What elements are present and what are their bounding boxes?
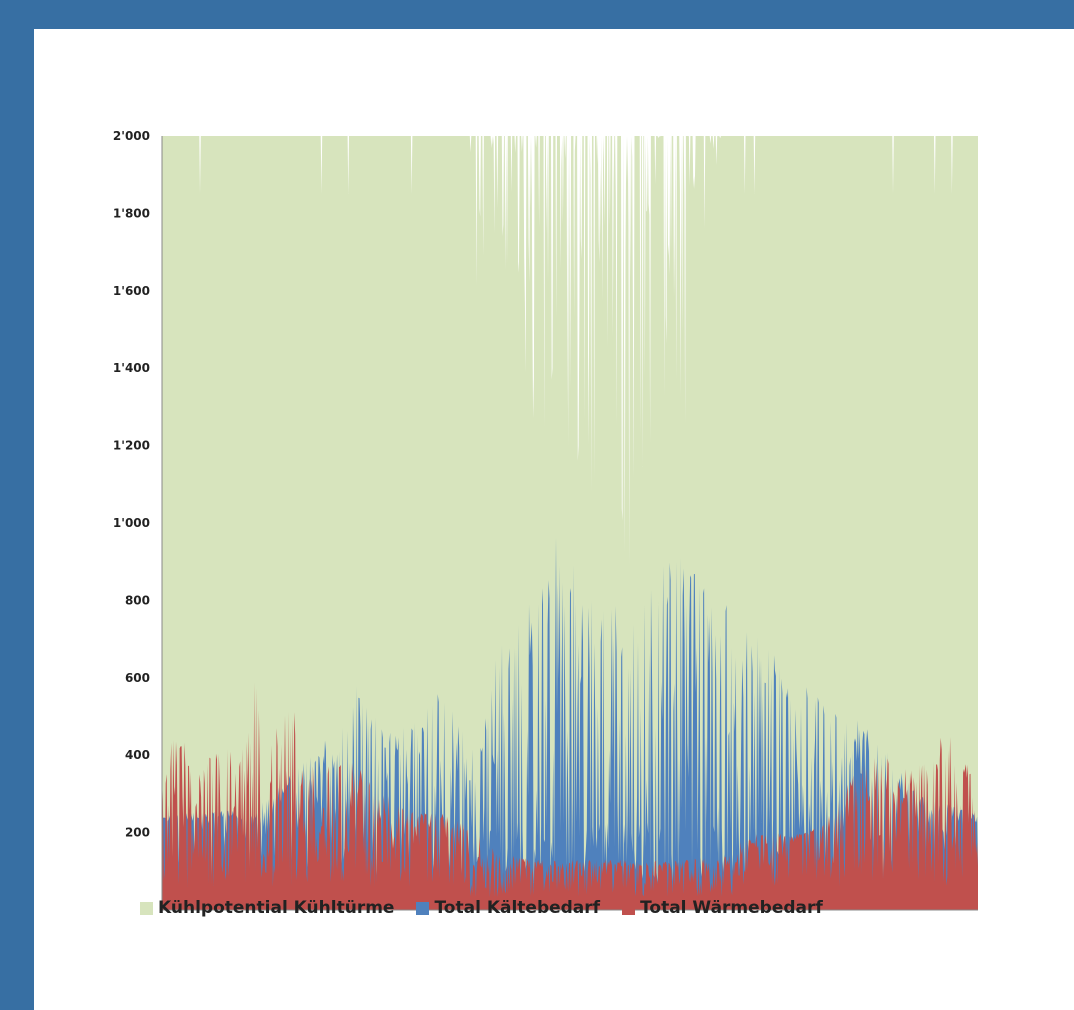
chart-legend: Kühlpotential Kühltürme Total Kältebedar… — [140, 898, 823, 918]
y-tick-label-400: 400 — [125, 748, 150, 762]
legend-swatch-heating-demand — [622, 901, 636, 915]
legend-swatch-cooling-potential — [140, 901, 153, 915]
y-tick-label-1400: 1'400 — [113, 361, 150, 375]
y-tick-label-1200: 1'200 — [113, 439, 150, 453]
y-tick-label-1000: 1'000 — [113, 516, 150, 530]
legend-label-heating-demand: Total Wärmebedarf — [640, 898, 823, 918]
legend-item-cooling-potential: Kühlpotential Kühltürme — [140, 898, 394, 918]
y-tick-label-1800: 1'800 — [113, 206, 150, 220]
y-tick-label-800: 800 — [125, 593, 150, 607]
y-tick-label-2000: 2'000 — [113, 129, 150, 143]
series-area-heating-demand — [162, 682, 978, 910]
legend-item-cooling-demand: Total Kältebedarf — [416, 898, 600, 918]
legend-swatch-cooling-demand — [416, 901, 430, 915]
y-tick-label-600: 600 — [125, 671, 150, 685]
legend-label-cooling-potential: Kühlpotential Kühltürme — [158, 898, 395, 918]
y-tick-label-200: 200 — [125, 826, 150, 840]
legend-label-cooling-demand: Total Kältebedarf — [434, 898, 601, 918]
y-tick-label-1600: 1'600 — [113, 284, 150, 298]
legend-item-heating-demand: Total Wärmebedarf — [622, 898, 823, 918]
series-area-cooling-demand — [162, 537, 978, 910]
